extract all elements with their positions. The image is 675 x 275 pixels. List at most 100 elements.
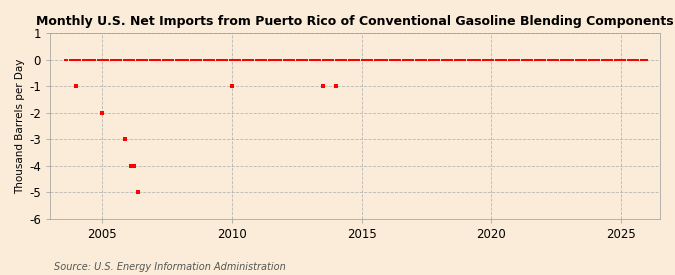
Point <box>155 58 166 62</box>
Point <box>481 58 492 62</box>
Point <box>226 84 237 89</box>
Point <box>441 58 452 62</box>
Point <box>170 58 181 62</box>
Point <box>364 58 375 62</box>
Point <box>547 58 558 62</box>
Point <box>373 58 384 62</box>
Point <box>553 58 564 62</box>
Point <box>583 58 594 62</box>
Point <box>280 58 291 62</box>
Point <box>107 58 118 62</box>
Point <box>205 58 215 62</box>
Point <box>635 58 646 62</box>
Point <box>486 58 497 62</box>
Point <box>209 58 220 62</box>
Point <box>642 58 653 62</box>
Point <box>196 58 207 62</box>
Text: Source: U.S. Energy Information Administration: Source: U.S. Energy Information Administ… <box>54 262 286 272</box>
Point <box>62 58 73 62</box>
Point <box>179 58 190 62</box>
Point <box>464 58 475 62</box>
Point <box>356 58 367 62</box>
Point <box>294 58 304 62</box>
Point <box>231 58 242 62</box>
Point <box>585 58 596 62</box>
Point <box>229 58 240 62</box>
Point <box>375 58 386 62</box>
Point <box>265 58 276 62</box>
Point <box>495 58 506 62</box>
Point <box>454 58 464 62</box>
Point <box>427 58 438 62</box>
Point <box>497 58 508 62</box>
Point <box>380 58 391 62</box>
Point <box>527 58 538 62</box>
Point <box>125 58 136 62</box>
Point <box>371 58 382 62</box>
Point <box>207 58 217 62</box>
Point <box>551 58 562 62</box>
Point <box>369 58 380 62</box>
Point <box>233 58 244 62</box>
Point <box>576 58 587 62</box>
Point <box>116 58 127 62</box>
Point <box>101 58 111 62</box>
Point <box>317 58 328 62</box>
Point <box>423 58 434 62</box>
Point <box>272 58 283 62</box>
Point <box>360 58 371 62</box>
Point <box>434 58 445 62</box>
Point <box>304 58 315 62</box>
Point <box>95 58 105 62</box>
Point <box>177 58 188 62</box>
Point <box>321 58 332 62</box>
Point <box>456 58 466 62</box>
Point <box>354 58 364 62</box>
Point <box>131 58 142 62</box>
Point <box>490 58 501 62</box>
Point <box>337 58 348 62</box>
Point <box>97 111 107 115</box>
Point <box>174 58 185 62</box>
Point <box>246 58 256 62</box>
Point <box>562 58 572 62</box>
Point <box>120 137 131 141</box>
Point <box>242 58 252 62</box>
Point <box>181 58 192 62</box>
Point <box>319 58 330 62</box>
Point <box>592 58 603 62</box>
Point <box>416 58 427 62</box>
Point <box>118 58 129 62</box>
Point <box>587 58 598 62</box>
Point <box>558 58 568 62</box>
Point <box>529 58 540 62</box>
Point <box>211 58 222 62</box>
Point <box>77 58 88 62</box>
Point <box>525 58 536 62</box>
Point <box>350 58 360 62</box>
Point <box>484 58 495 62</box>
Point <box>633 58 644 62</box>
Point <box>421 58 432 62</box>
Point <box>574 58 585 62</box>
Point <box>378 58 389 62</box>
Point <box>163 58 174 62</box>
Point <box>237 58 248 62</box>
Point <box>341 58 352 62</box>
Point <box>362 58 373 62</box>
Point <box>626 58 637 62</box>
Point <box>367 58 378 62</box>
Point <box>166 58 177 62</box>
Point <box>510 58 520 62</box>
Point <box>289 58 300 62</box>
Point <box>224 58 235 62</box>
Point <box>302 58 313 62</box>
Point <box>346 58 356 62</box>
Point <box>624 58 635 62</box>
Point <box>436 58 447 62</box>
Point <box>75 58 86 62</box>
Point <box>127 58 138 62</box>
Point <box>146 58 157 62</box>
Point <box>332 58 343 62</box>
Point <box>618 58 628 62</box>
